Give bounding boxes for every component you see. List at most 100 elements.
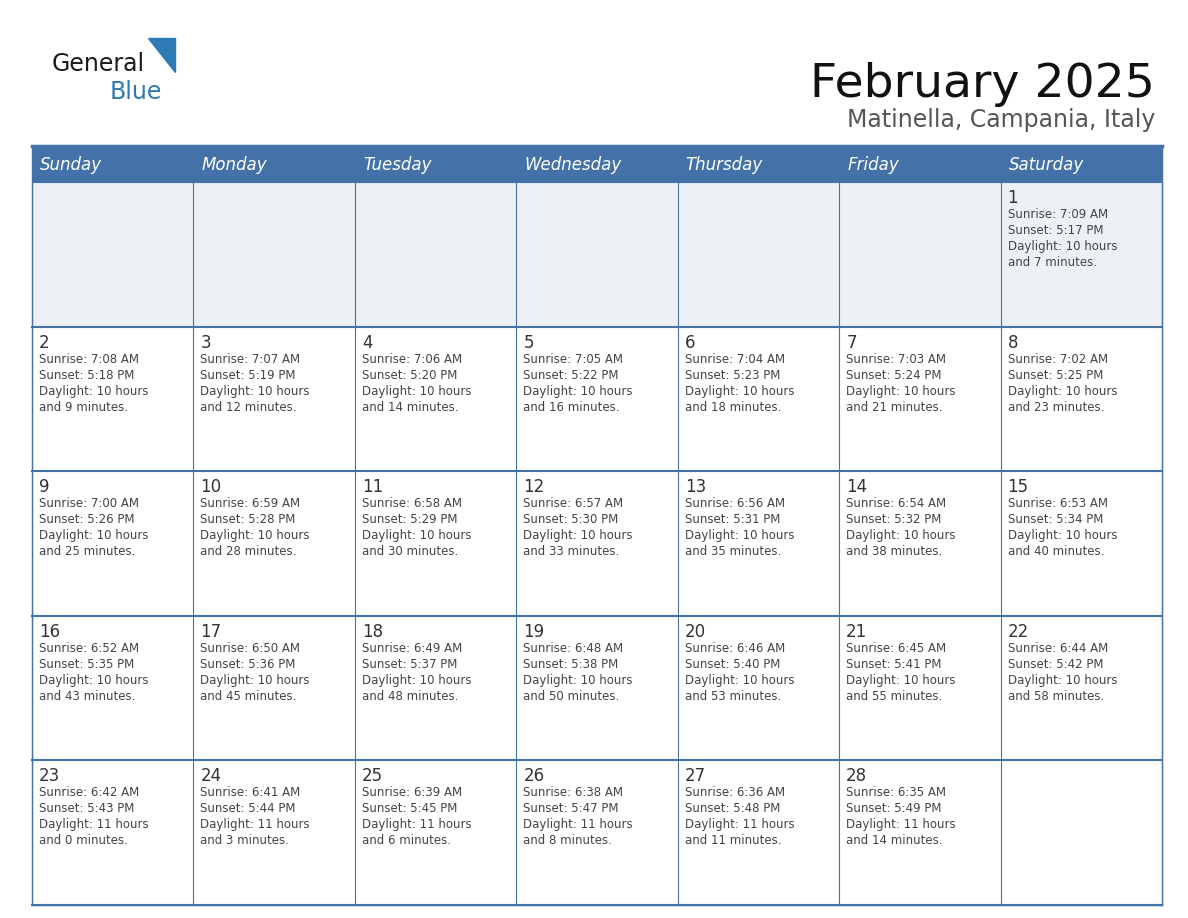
Text: Daylight: 10 hours: Daylight: 10 hours: [362, 529, 472, 543]
Bar: [32, 327, 194, 471]
Bar: [517, 760, 677, 905]
Text: Daylight: 11 hours: Daylight: 11 hours: [201, 819, 310, 832]
Text: and 38 minutes.: and 38 minutes.: [846, 545, 942, 558]
Text: Daylight: 11 hours: Daylight: 11 hours: [362, 819, 472, 832]
Text: General: General: [52, 52, 145, 76]
Text: Sunrise: 7:00 AM: Sunrise: 7:00 AM: [39, 498, 139, 510]
Text: Sunrise: 6:48 AM: Sunrise: 6:48 AM: [523, 642, 624, 655]
Text: Sunset: 5:48 PM: Sunset: 5:48 PM: [684, 802, 781, 815]
Text: and 55 minutes.: and 55 minutes.: [846, 689, 942, 703]
Text: 3: 3: [201, 333, 211, 352]
Text: Sunrise: 6:42 AM: Sunrise: 6:42 AM: [39, 787, 139, 800]
Text: 26: 26: [523, 767, 544, 786]
Text: Sunrise: 6:38 AM: Sunrise: 6:38 AM: [523, 787, 624, 800]
Text: and 30 minutes.: and 30 minutes.: [362, 545, 459, 558]
Text: and 12 minutes.: and 12 minutes.: [201, 400, 297, 414]
Text: Sunrise: 6:49 AM: Sunrise: 6:49 AM: [362, 642, 462, 655]
Bar: [32, 148, 1162, 182]
Bar: [517, 471, 677, 616]
Text: Blue: Blue: [110, 80, 163, 104]
Text: and 33 minutes.: and 33 minutes.: [523, 545, 619, 558]
Text: Sunset: 5:35 PM: Sunset: 5:35 PM: [39, 658, 134, 671]
Bar: [677, 471, 839, 616]
Text: Sunrise: 6:59 AM: Sunrise: 6:59 AM: [201, 498, 301, 510]
Text: Sunrise: 7:02 AM: Sunrise: 7:02 AM: [1007, 353, 1107, 365]
Text: Daylight: 10 hours: Daylight: 10 hours: [846, 529, 955, 543]
Text: Sunset: 5:20 PM: Sunset: 5:20 PM: [362, 369, 457, 382]
Text: February 2025: February 2025: [810, 62, 1155, 107]
Text: Sunset: 5:24 PM: Sunset: 5:24 PM: [846, 369, 942, 382]
Bar: [194, 471, 355, 616]
Text: and 53 minutes.: and 53 minutes.: [684, 689, 781, 703]
Bar: [1000, 760, 1162, 905]
Text: 11: 11: [362, 478, 383, 497]
Bar: [1000, 471, 1162, 616]
Text: Daylight: 10 hours: Daylight: 10 hours: [362, 674, 472, 687]
Text: Sunset: 5:47 PM: Sunset: 5:47 PM: [523, 802, 619, 815]
Text: and 16 minutes.: and 16 minutes.: [523, 400, 620, 414]
Bar: [517, 182, 677, 327]
Text: Sunrise: 6:57 AM: Sunrise: 6:57 AM: [523, 498, 624, 510]
Text: 23: 23: [39, 767, 61, 786]
Text: Sunrise: 6:41 AM: Sunrise: 6:41 AM: [201, 787, 301, 800]
Bar: [677, 182, 839, 327]
Bar: [355, 616, 517, 760]
Text: Sunrise: 7:09 AM: Sunrise: 7:09 AM: [1007, 208, 1107, 221]
Text: Sunrise: 7:08 AM: Sunrise: 7:08 AM: [39, 353, 139, 365]
Text: Sunrise: 6:36 AM: Sunrise: 6:36 AM: [684, 787, 785, 800]
Text: Daylight: 10 hours: Daylight: 10 hours: [1007, 529, 1117, 543]
Text: Daylight: 10 hours: Daylight: 10 hours: [1007, 385, 1117, 397]
Text: Sunset: 5:40 PM: Sunset: 5:40 PM: [684, 658, 781, 671]
Text: Sunset: 5:34 PM: Sunset: 5:34 PM: [1007, 513, 1102, 526]
Bar: [194, 760, 355, 905]
Text: Sunset: 5:30 PM: Sunset: 5:30 PM: [523, 513, 619, 526]
Polygon shape: [148, 38, 175, 72]
Text: 25: 25: [362, 767, 383, 786]
Bar: [1000, 182, 1162, 327]
Text: Daylight: 10 hours: Daylight: 10 hours: [362, 385, 472, 397]
Text: Sunset: 5:28 PM: Sunset: 5:28 PM: [201, 513, 296, 526]
Text: Sunset: 5:22 PM: Sunset: 5:22 PM: [523, 369, 619, 382]
Bar: [839, 471, 1000, 616]
Text: and 0 minutes.: and 0 minutes.: [39, 834, 128, 847]
Text: 8: 8: [1007, 333, 1018, 352]
Text: Sunset: 5:18 PM: Sunset: 5:18 PM: [39, 369, 134, 382]
Text: Saturday: Saturday: [1009, 156, 1083, 174]
Text: 27: 27: [684, 767, 706, 786]
Text: Daylight: 10 hours: Daylight: 10 hours: [39, 674, 148, 687]
Text: and 45 minutes.: and 45 minutes.: [201, 689, 297, 703]
Text: 28: 28: [846, 767, 867, 786]
Text: Sunrise: 6:46 AM: Sunrise: 6:46 AM: [684, 642, 785, 655]
Text: 14: 14: [846, 478, 867, 497]
Text: Sunday: Sunday: [40, 156, 102, 174]
Text: Daylight: 10 hours: Daylight: 10 hours: [523, 674, 633, 687]
Bar: [1000, 616, 1162, 760]
Bar: [355, 760, 517, 905]
Text: Sunset: 5:25 PM: Sunset: 5:25 PM: [1007, 369, 1102, 382]
Bar: [839, 616, 1000, 760]
Text: and 25 minutes.: and 25 minutes.: [39, 545, 135, 558]
Text: 22: 22: [1007, 622, 1029, 641]
Bar: [839, 327, 1000, 471]
Bar: [32, 760, 194, 905]
Text: Sunset: 5:49 PM: Sunset: 5:49 PM: [846, 802, 942, 815]
Text: Sunset: 5:32 PM: Sunset: 5:32 PM: [846, 513, 942, 526]
Bar: [677, 327, 839, 471]
Text: Daylight: 10 hours: Daylight: 10 hours: [846, 385, 955, 397]
Text: Sunrise: 7:04 AM: Sunrise: 7:04 AM: [684, 353, 785, 365]
Bar: [839, 182, 1000, 327]
Text: Sunset: 5:17 PM: Sunset: 5:17 PM: [1007, 224, 1104, 237]
Text: Sunrise: 6:53 AM: Sunrise: 6:53 AM: [1007, 498, 1107, 510]
Text: and 43 minutes.: and 43 minutes.: [39, 689, 135, 703]
Text: Sunset: 5:31 PM: Sunset: 5:31 PM: [684, 513, 781, 526]
Text: 9: 9: [39, 478, 50, 497]
Text: Daylight: 10 hours: Daylight: 10 hours: [201, 674, 310, 687]
Text: Sunrise: 6:39 AM: Sunrise: 6:39 AM: [362, 787, 462, 800]
Text: 20: 20: [684, 622, 706, 641]
Bar: [1000, 327, 1162, 471]
Text: and 23 minutes.: and 23 minutes.: [1007, 400, 1104, 414]
Text: Daylight: 10 hours: Daylight: 10 hours: [201, 529, 310, 543]
Text: 16: 16: [39, 622, 61, 641]
Text: Daylight: 10 hours: Daylight: 10 hours: [39, 385, 148, 397]
Text: Daylight: 10 hours: Daylight: 10 hours: [1007, 674, 1117, 687]
